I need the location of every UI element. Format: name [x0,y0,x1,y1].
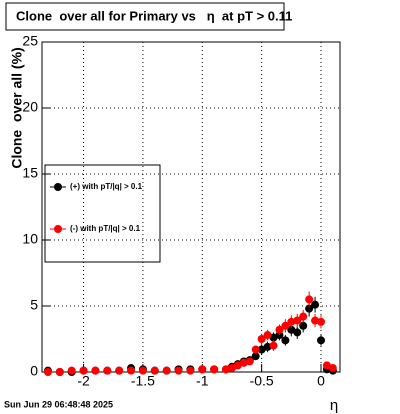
marker [67,366,76,375]
marker [186,366,195,375]
marker [251,352,260,361]
y-tick-label: 0 [30,363,38,379]
chart-title: Clone over all for Primary vs η at pT > … [16,8,292,23]
marker [210,365,219,374]
marker [127,366,136,375]
marker [263,331,272,340]
y-tick-label: 25 [22,33,38,49]
marker [293,316,302,325]
legend-label: (+) with pT/|q| > 0.1 [70,182,143,191]
y-tick-label: 5 [30,297,38,313]
marker [305,295,314,304]
marker [79,366,88,375]
marker [251,345,260,354]
marker [55,368,64,376]
marker [162,366,171,375]
marker [91,366,100,375]
marker [293,328,302,337]
marker [43,368,52,376]
marker [311,300,320,309]
marker [115,366,124,375]
marker [305,304,314,313]
marker [138,366,147,375]
x-tick-label: -1.5 [131,373,155,389]
marker [275,325,284,334]
marker [103,366,112,375]
x-tick-label: 0 [317,373,325,389]
y-tick-label: 10 [22,231,38,247]
marker [317,336,326,345]
legend-label: (-) with pT/|q| > 0.1 [70,224,141,233]
marker [198,365,207,374]
marker [281,321,290,330]
marker [317,317,326,326]
title-box [5,2,285,31]
timestamp: Sun Jun 29 06:48:48 2025 [4,399,113,409]
marker [174,366,183,375]
legend [44,164,161,263]
marker [328,364,337,373]
marker [299,312,308,321]
marker [245,357,254,366]
marker [281,336,290,345]
x-tick-label: -2 [77,373,90,389]
x-axis-label: η [330,397,338,414]
y-axis-label: Clone over all (%) [9,47,25,168]
y-tick-label: 15 [22,165,38,181]
y-tick-label: 20 [22,99,38,115]
marker [269,341,278,350]
marker [299,321,308,330]
marker [150,366,159,375]
x-tick-label: -0.5 [250,373,274,389]
x-tick-label: -1 [196,373,209,389]
legend-marker [54,225,62,233]
marker [257,335,266,343]
legend-marker [54,183,62,191]
